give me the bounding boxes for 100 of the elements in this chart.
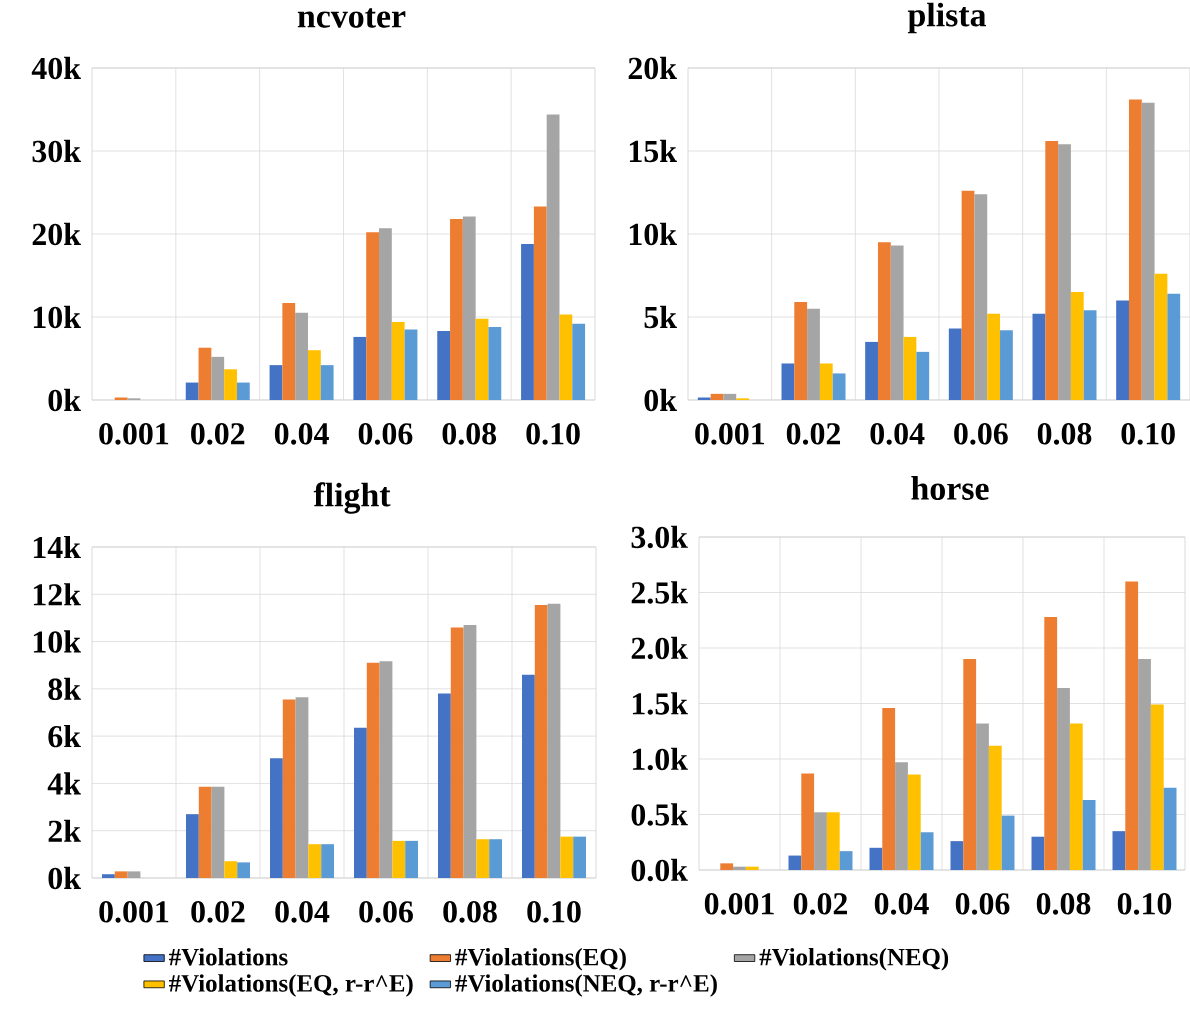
y-tick-label: 2.5k: [631, 581, 688, 604]
bar: [391, 321, 405, 400]
y-tick-label: 10k: [33, 630, 81, 653]
y-tick-label: 0k: [644, 388, 677, 412]
bar: [950, 841, 964, 870]
x-tick-label: 0.10: [526, 423, 580, 445]
y-tick-label: 3.0k: [631, 525, 688, 549]
y-tick-label: 5k: [644, 305, 677, 329]
bar: [560, 836, 574, 878]
bar: [404, 329, 418, 400]
bar: [405, 840, 418, 878]
bar: [282, 699, 296, 878]
bar: [114, 871, 128, 878]
x-tick-label: 0.04: [870, 423, 925, 445]
x-tick-label: 0.02: [191, 423, 245, 445]
bar: [282, 302, 296, 400]
bar: [826, 812, 840, 870]
bar: [224, 369, 237, 400]
bar: [489, 839, 502, 878]
y-tick-label: 10k: [629, 222, 677, 246]
bar: [1045, 141, 1059, 400]
legend-label: #Violations(NEQ, r-r^E): [455, 974, 717, 997]
bar: [733, 866, 746, 870]
y-tick-label: 4k: [47, 772, 81, 795]
bar: [533, 206, 547, 400]
bar: [839, 851, 853, 870]
bar: [1083, 310, 1097, 400]
bar: [1058, 144, 1071, 400]
bar: [198, 347, 212, 400]
x-tick-label: 0.02: [786, 423, 841, 445]
bar: [521, 243, 534, 400]
bar: [366, 662, 380, 878]
y-tick-label: 1.5k: [632, 692, 688, 715]
bar: [379, 228, 392, 400]
bar: [269, 365, 283, 400]
x-tick-label: 0.02: [793, 893, 848, 915]
bar: [882, 707, 896, 870]
bar: [814, 812, 827, 870]
bar: [788, 855, 802, 870]
bar: [710, 393, 724, 400]
bar: [450, 219, 463, 400]
chart-title: flight: [313, 482, 391, 514]
bar: [379, 661, 393, 878]
chart-title: plista: [907, 2, 987, 34]
bar: [450, 627, 464, 878]
bar: [127, 871, 141, 878]
bar: [832, 373, 846, 400]
x-tick-label: 0.06: [358, 423, 413, 445]
bar: [1070, 292, 1084, 400]
bar: [1112, 831, 1126, 870]
legend-label: #Violations(NEQ): [759, 947, 949, 971]
x-tick-label: 0.04: [275, 901, 330, 923]
x-tick-label: 0.08: [442, 423, 497, 445]
bar: [865, 341, 878, 400]
bar: [963, 659, 977, 870]
x-tick-label: 0.001: [99, 423, 169, 445]
bar: [353, 336, 367, 400]
bar: [976, 723, 989, 870]
bar: [186, 814, 199, 878]
bar: [237, 862, 250, 878]
y-tick-label: 14k: [33, 535, 81, 559]
chart-title: horse: [911, 476, 989, 500]
bar: [462, 216, 476, 400]
bar: [916, 351, 930, 400]
y-tick-label: 1.0k: [632, 747, 688, 771]
bar: [211, 786, 225, 878]
x-tick-label: 0.001: [704, 893, 774, 915]
y-tick-label: 0k: [48, 388, 81, 412]
x-tick-label: 0.08: [443, 901, 497, 923]
y-tick-label: 6k: [48, 724, 81, 748]
bar: [720, 863, 734, 870]
bar: [308, 844, 322, 878]
bar: [354, 727, 367, 878]
y-tick-label: 2k: [48, 819, 81, 842]
x-tick-label: 0.06: [955, 893, 1010, 915]
bar: [307, 350, 321, 400]
bar: [320, 365, 334, 400]
bar: [907, 774, 921, 870]
legend-label: #Violations: [169, 947, 288, 966]
x-tick-label: 0.04: [874, 893, 929, 915]
bar: [295, 697, 309, 878]
bar: [987, 313, 1001, 400]
bar: [988, 745, 1002, 870]
bar: [903, 336, 917, 400]
bar: [475, 318, 489, 400]
bar: [1154, 273, 1168, 400]
bar: [198, 786, 212, 878]
bar: [438, 693, 451, 878]
bar: [1167, 293, 1181, 400]
bar: [1128, 99, 1142, 400]
bar: [1032, 313, 1046, 400]
x-tick-label: 0.08: [1037, 423, 1092, 445]
y-tick-label: 12k: [33, 583, 81, 606]
bar: [573, 836, 586, 878]
x-tick-label: 0.04: [274, 423, 329, 445]
bar: [819, 363, 833, 400]
bar: [794, 302, 808, 400]
bar: [877, 242, 891, 400]
bar: [723, 393, 737, 400]
bar: [270, 758, 283, 878]
